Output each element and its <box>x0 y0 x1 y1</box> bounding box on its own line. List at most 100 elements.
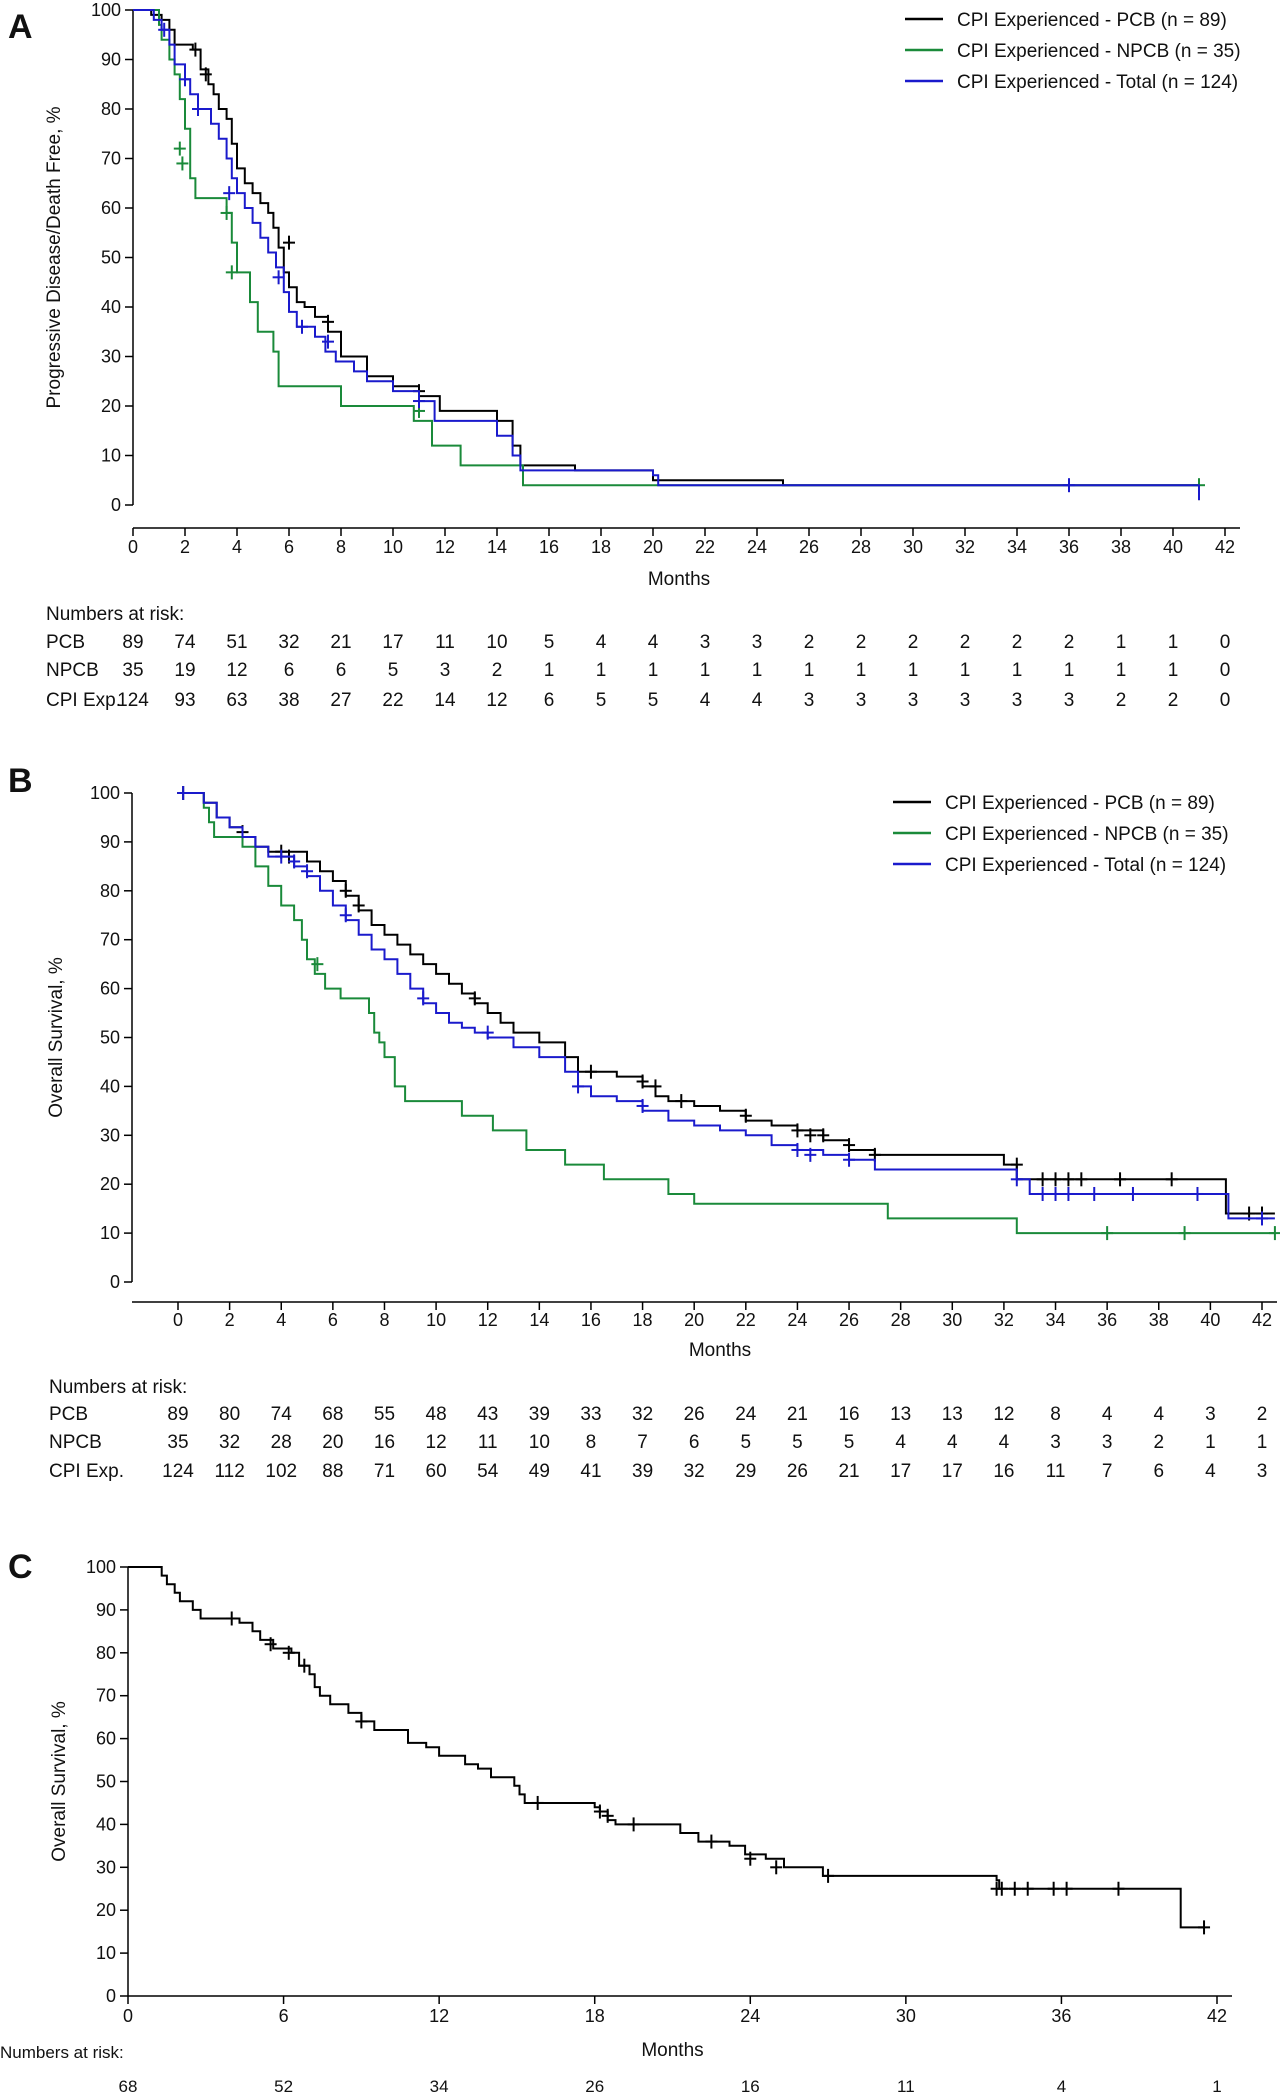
x-tick-label: 26 <box>839 1310 859 1330</box>
risk-value: 6 <box>689 1432 700 1453</box>
y-tick-label: 80 <box>96 1643 116 1663</box>
risk-value: 8 <box>586 1432 597 1453</box>
y-tick-label: 0 <box>111 495 121 515</box>
risk-value: 4 <box>999 1432 1010 1453</box>
y-tick-label: 30 <box>96 1857 116 1877</box>
risk-value: 1 <box>1205 1432 1216 1453</box>
risk-value: 1 <box>648 660 659 681</box>
risk-value: 33 <box>580 1404 601 1425</box>
risk-value: 1 <box>1168 632 1179 653</box>
risk-value: 38 <box>278 690 299 711</box>
y-tick-label: 90 <box>100 832 120 852</box>
risk-value: 28 <box>271 1432 292 1453</box>
y-tick-label: 40 <box>101 297 121 317</box>
risk-value: 21 <box>838 1461 859 1482</box>
y-tick-label: 20 <box>101 396 121 416</box>
risk-value: 89 <box>167 1404 188 1425</box>
risk-value: 88 <box>322 1461 343 1482</box>
risk-value: 71 <box>374 1461 395 1482</box>
risk-value: 3 <box>1064 690 1075 711</box>
risk-value: 4 <box>895 1432 906 1453</box>
y-axis-title: Overall Survival, % <box>49 1701 70 1862</box>
km-curve-1 <box>133 9 1200 501</box>
risk-value: 1 <box>908 660 919 681</box>
y-tick-label: 20 <box>96 1900 116 1920</box>
risk-value: 11 <box>1046 1461 1066 1482</box>
risk-value: 39 <box>632 1461 653 1482</box>
risk-value: 12 <box>486 690 507 711</box>
x-tick-label: 0 <box>123 2006 133 2026</box>
y-tick-label: 10 <box>96 1943 116 1963</box>
x-tick-label: 38 <box>1111 537 1131 557</box>
risk-value: 22 <box>382 690 403 711</box>
risk-value: 3 <box>856 690 867 711</box>
km-curve-1 <box>128 1566 1204 1929</box>
y-tick-label: 0 <box>110 1272 120 1292</box>
risk-value: 93 <box>174 690 195 711</box>
y-tick-label: 10 <box>100 1223 120 1243</box>
y-tick-label: 50 <box>101 248 121 268</box>
legend-entry: CPI Experienced - PCB (n = 89) <box>957 10 1227 31</box>
x-tick-label: 24 <box>740 2006 760 2026</box>
x-tick-label: 34 <box>1007 537 1027 557</box>
risk-value: 4 <box>947 1432 958 1453</box>
x-tick-label: 12 <box>429 2006 449 2026</box>
x-tick-label: 20 <box>643 537 663 557</box>
x-axis-title: Months <box>641 2040 703 2061</box>
risk-value: 1 <box>544 660 555 681</box>
risk-value: 74 <box>174 632 196 653</box>
risk-value: 26 <box>684 1404 705 1425</box>
risk-value: 1 <box>1168 660 1179 681</box>
risk-value: 2 <box>1012 632 1023 653</box>
y-tick-label: 30 <box>100 1125 120 1145</box>
risk-value: 60 <box>426 1461 447 1482</box>
x-tick-label: 14 <box>529 1310 549 1330</box>
x-tick-label: 10 <box>426 1310 446 1330</box>
risk-value: 41 <box>580 1461 601 1482</box>
y-tick-label: 60 <box>100 979 120 999</box>
risk-value: 112 <box>214 1461 244 1482</box>
risk-value: 1 <box>1116 660 1127 681</box>
risk-value: 26 <box>787 1461 808 1482</box>
risk-value: 1 <box>1257 1432 1268 1453</box>
risk-value: 17 <box>942 1461 963 1482</box>
y-tick-label: 40 <box>100 1076 120 1096</box>
y-tick-label: 30 <box>101 347 121 367</box>
x-tick-label: 42 <box>1215 537 1235 557</box>
risk-value: 26 <box>585 2077 604 2096</box>
y-tick-label: 50 <box>96 1772 116 1792</box>
risk-value: 124 <box>162 1461 194 1482</box>
risk-value: 1 <box>856 660 867 681</box>
x-tick-label: 8 <box>336 537 346 557</box>
risk-row-label: CPI Exp. <box>46 690 121 711</box>
x-tick-label: 4 <box>276 1310 286 1330</box>
y-tick-label: 50 <box>100 1028 120 1048</box>
risk-value: 29 <box>735 1461 756 1482</box>
risk-value: 13 <box>942 1404 963 1425</box>
x-tick-label: 6 <box>284 537 294 557</box>
x-tick-label: 18 <box>591 537 611 557</box>
risk-value: 1 <box>960 660 971 681</box>
km-curve-2 <box>178 792 1275 1235</box>
x-tick-label: 12 <box>478 1310 498 1330</box>
risk-value: 1 <box>804 660 815 681</box>
legend-entry: CPI Experienced - Total (n = 124) <box>957 72 1238 93</box>
risk-value: 3 <box>804 690 815 711</box>
risk-row-label: CPI Exp. <box>49 1461 124 1482</box>
risk-value: 4 <box>596 632 607 653</box>
risk-value: 3 <box>1205 1404 1216 1425</box>
y-tick-label: 100 <box>90 783 120 803</box>
risk-value: 5 <box>792 1432 803 1453</box>
risk-value: 5 <box>844 1432 855 1453</box>
risk-value: 124 <box>117 690 149 711</box>
risk-value: 4 <box>752 690 763 711</box>
y-tick-label: 60 <box>96 1729 116 1749</box>
risk-value: 7 <box>637 1432 648 1453</box>
risk-value: 5 <box>596 690 607 711</box>
risk-value: 3 <box>908 690 919 711</box>
x-tick-label: 6 <box>279 2006 289 2026</box>
x-tick-label: 36 <box>1051 2006 1071 2026</box>
risk-value: 43 <box>477 1404 498 1425</box>
risk-value: 1 <box>1116 632 1127 653</box>
